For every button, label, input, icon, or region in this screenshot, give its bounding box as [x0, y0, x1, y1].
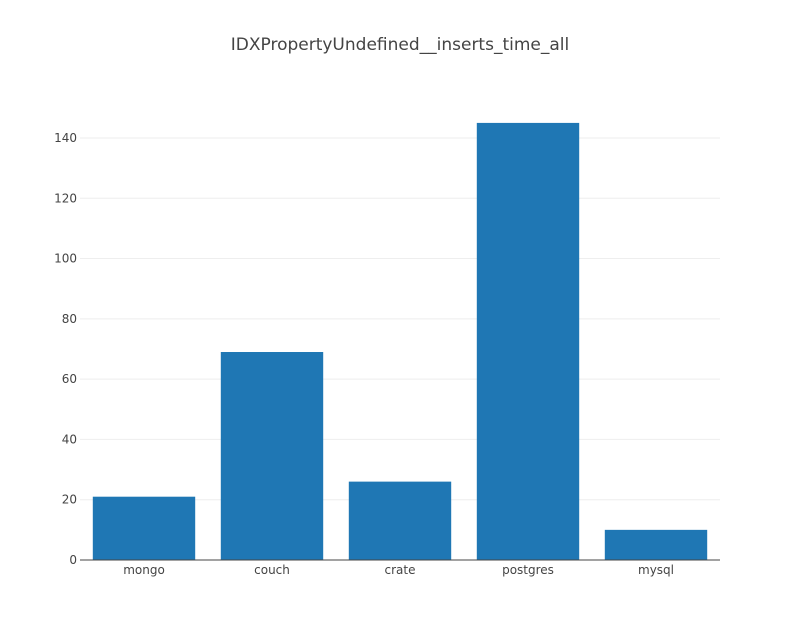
y-tick-label: 100	[54, 252, 77, 266]
bar-crate[interactable]	[348, 481, 452, 560]
bar-couch[interactable]	[220, 352, 324, 560]
chart-title: IDXPropertyUndefined__inserts_time_all	[231, 35, 569, 55]
y-tick-label: 40	[62, 432, 77, 446]
bar-mysql[interactable]	[604, 529, 708, 560]
y-tick-label: 0	[69, 553, 77, 567]
x-tick-label-mongo: mongo	[123, 563, 165, 577]
y-axis-ticks: 0 20 40 60 80 100 120 140	[54, 131, 77, 567]
x-tick-label-mysql: mysql	[638, 563, 674, 577]
bars	[92, 122, 708, 560]
x-tick-label-couch: couch	[254, 563, 290, 577]
x-axis-ticks: mongo couch crate postgres mysql	[123, 563, 674, 577]
y-tick-label: 80	[62, 312, 77, 326]
y-tick-label: 140	[54, 131, 77, 145]
y-tick-label: 20	[62, 493, 77, 507]
bar-mongo[interactable]	[92, 496, 196, 560]
y-tick-label: 60	[62, 372, 77, 386]
x-tick-label-postgres: postgres	[502, 563, 554, 577]
bar-postgres[interactable]	[476, 122, 580, 560]
x-tick-label-crate: crate	[385, 563, 416, 577]
y-tick-label: 120	[54, 191, 77, 205]
